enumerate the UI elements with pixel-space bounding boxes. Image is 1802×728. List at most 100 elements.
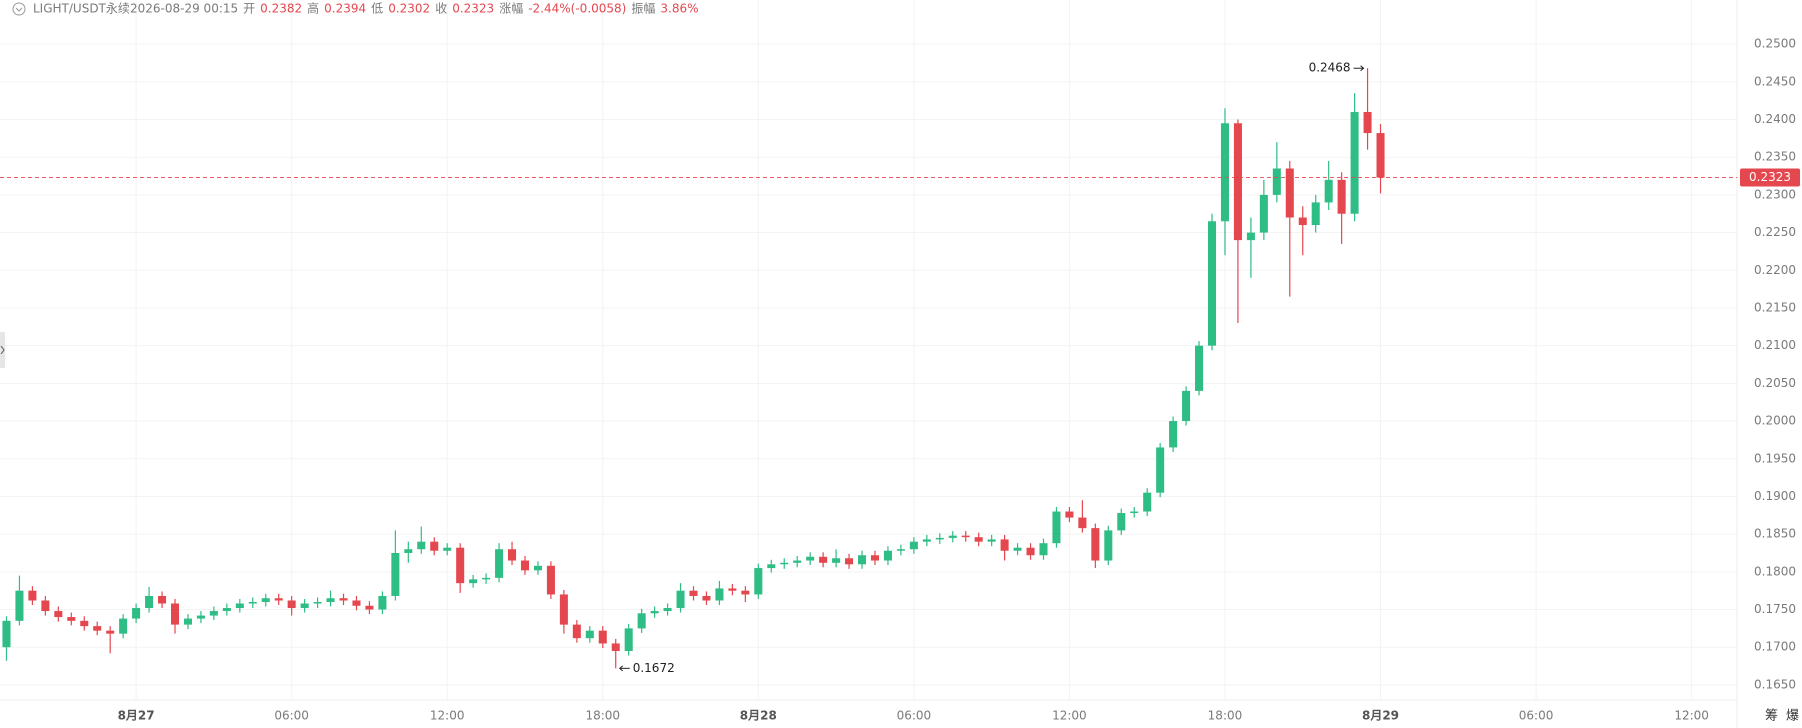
candle-body xyxy=(1311,202,1320,226)
candle-body xyxy=(793,560,802,563)
candle-body xyxy=(1195,345,1204,391)
close-value: 0.2323 xyxy=(452,2,494,16)
y-tick-label: 0.2150 xyxy=(1754,300,1796,314)
candle-body xyxy=(106,630,115,634)
y-tick-label: 0.2200 xyxy=(1754,263,1796,277)
candles xyxy=(2,68,1385,669)
candle-body xyxy=(1246,232,1255,241)
candle-body xyxy=(456,547,465,584)
candle-body xyxy=(845,558,854,565)
label: 高 xyxy=(307,1,319,16)
candle-body xyxy=(274,598,283,601)
y-tick-label: 0.1900 xyxy=(1754,489,1796,503)
candle-body xyxy=(365,605,374,610)
overlay: 0.2468 0.1672 0.2323 xyxy=(0,61,1800,675)
candle-body xyxy=(15,590,24,621)
candle-body xyxy=(1000,539,1009,551)
candle-body xyxy=(650,611,659,614)
candle-body xyxy=(28,590,37,601)
candle-body xyxy=(689,590,698,596)
candle-body xyxy=(520,560,530,571)
candle-body xyxy=(1182,390,1191,422)
candle-body xyxy=(183,618,192,625)
y-tick-label: 0.2350 xyxy=(1754,150,1796,164)
low-value: 0.2302 xyxy=(388,2,430,16)
candle-body xyxy=(261,598,270,602)
candle-body xyxy=(1350,111,1359,214)
x-tick-label: 06:00 xyxy=(897,709,932,723)
candle-body xyxy=(715,588,724,601)
candle-body xyxy=(611,643,620,651)
candle-body xyxy=(1337,179,1346,214)
candle-body xyxy=(598,630,607,644)
candle-body xyxy=(313,601,322,604)
candle-body xyxy=(767,564,776,569)
candle-body xyxy=(1363,111,1372,134)
candle-body xyxy=(806,556,815,561)
candle-body xyxy=(1156,447,1165,493)
candle-body xyxy=(585,630,594,639)
candle-body xyxy=(559,594,568,625)
change-value: -2.44%(-0.0058) xyxy=(528,2,626,16)
candle-body xyxy=(67,617,76,621)
candle-body xyxy=(404,549,413,553)
candle-body xyxy=(754,568,763,595)
label: 低 xyxy=(371,2,383,16)
candle-body xyxy=(339,598,348,601)
candle-body xyxy=(300,603,309,609)
corner-label[interactable]: 筹 xyxy=(1765,708,1778,724)
y-tick-label: 0.1800 xyxy=(1754,564,1796,578)
y-tick-label: 0.1850 xyxy=(1754,527,1796,541)
candle-body xyxy=(883,550,892,561)
y-tick-label: 0.2000 xyxy=(1754,414,1796,428)
candle-body xyxy=(378,595,387,610)
candle-body xyxy=(443,547,452,551)
candle-body xyxy=(1104,530,1113,561)
candle-body xyxy=(235,603,244,609)
candle-body xyxy=(1039,543,1048,556)
candle-body xyxy=(676,590,685,609)
collapse-icon[interactable] xyxy=(12,2,26,16)
candle-body xyxy=(222,608,231,612)
open-value: 0.2382 xyxy=(260,2,302,16)
candle-body xyxy=(2,620,11,648)
candle-body xyxy=(1285,168,1294,218)
candle-body xyxy=(922,539,931,542)
candle-body xyxy=(430,541,439,551)
candle-body xyxy=(326,598,335,602)
amp-value: 3.86% xyxy=(660,2,698,16)
candle-body xyxy=(248,601,257,604)
candle-body xyxy=(1052,511,1061,544)
candle-body xyxy=(170,603,180,625)
candle-body xyxy=(1259,194,1268,233)
candle-body xyxy=(1091,528,1100,561)
y-tick-label: 0.1750 xyxy=(1754,602,1796,616)
candle-body xyxy=(572,624,581,639)
candle-body xyxy=(391,552,400,596)
corner-label[interactable]: 爆 xyxy=(1786,709,1799,724)
candle-body xyxy=(1324,179,1333,203)
candle-body xyxy=(1233,123,1242,241)
candle-body xyxy=(741,590,750,595)
candle-body xyxy=(870,555,879,561)
side-tab[interactable] xyxy=(0,332,5,368)
candle-body xyxy=(1272,168,1281,195)
y-tick-label: 0.1650 xyxy=(1754,677,1796,691)
candle-body xyxy=(469,579,478,584)
candle-body xyxy=(533,565,542,571)
label: 收 xyxy=(435,2,447,16)
candle-body xyxy=(1220,123,1229,222)
y-tick-label: 0.2450 xyxy=(1754,74,1796,88)
candle-body xyxy=(1376,133,1385,178)
candle-body xyxy=(54,611,63,618)
label: 振幅 xyxy=(631,1,655,16)
high-value: 0.2394 xyxy=(324,2,366,16)
price-tag-label: 0.2323 xyxy=(1749,170,1791,184)
candle-body xyxy=(961,535,970,538)
x-tick-label: 18:00 xyxy=(585,709,620,723)
candle-body xyxy=(132,608,141,619)
candle-body xyxy=(1169,421,1178,448)
x-tick-label: 8月29 xyxy=(1362,709,1399,723)
candle-body xyxy=(702,595,711,601)
